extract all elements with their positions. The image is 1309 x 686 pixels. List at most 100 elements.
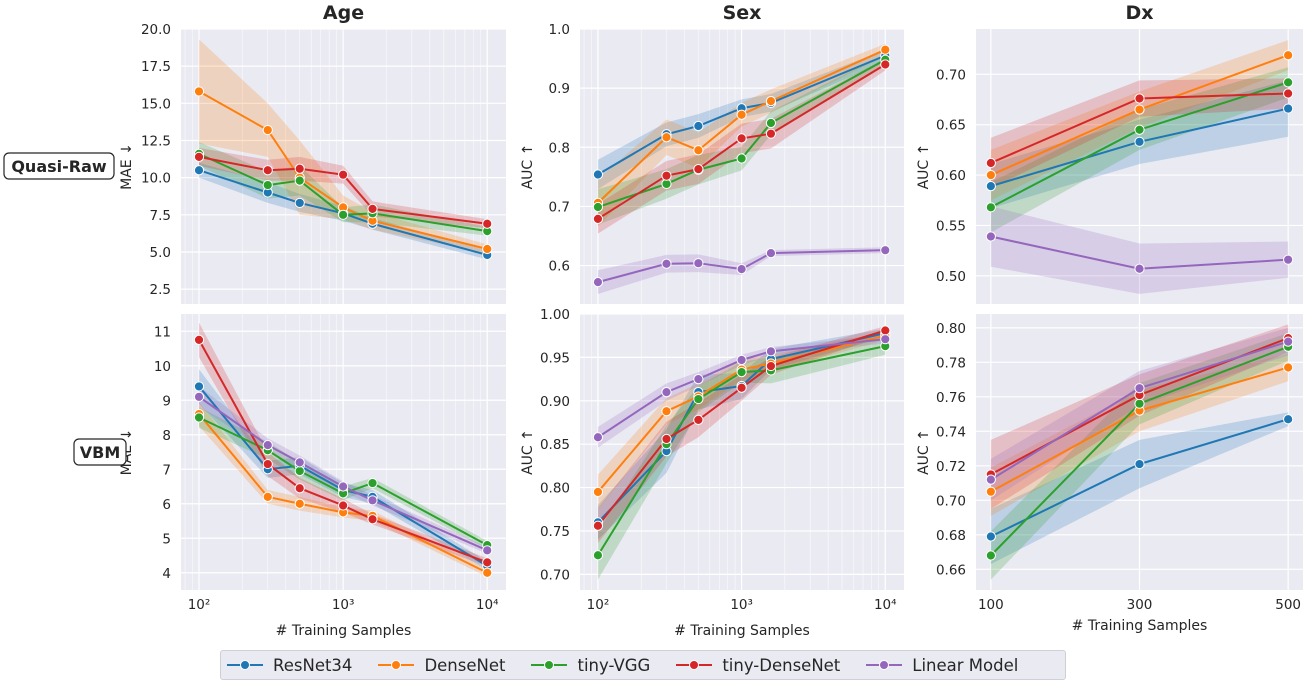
- y-tick-label: 0.66: [936, 562, 966, 578]
- panel-vbm-dx: 100 300 500 0.66 0.68 0.70 0.72 0.74 0.76 0.78 0.8…: [916, 314, 1303, 634]
- legend-dot: [544, 660, 555, 670]
- legend-marker-resnet34: [227, 660, 263, 670]
- point-resnet34: [1283, 414, 1294, 425]
- point-linear-model: [592, 277, 604, 288]
- y-tick-label: 0.75: [540, 524, 570, 540]
- point-tiny-densenet: [262, 165, 273, 176]
- panel-quasi-raw-dx: 0.50 0.55 0.60 0.65 0.70 AUC ↑ Dx: [916, 2, 1303, 304]
- y-tick-label: 0.68: [936, 528, 966, 544]
- point-linear-model: [262, 440, 273, 451]
- legend-item-linear-model: Linear Model: [866, 656, 1018, 675]
- y-tick-label: 0.70: [936, 493, 966, 509]
- row-label-text: Quasi-Raw: [11, 157, 107, 176]
- point-resnet34: [294, 197, 305, 209]
- point-tiny-densenet: [736, 382, 747, 393]
- column-title: Sex: [723, 2, 762, 24]
- point-densenet: [592, 486, 604, 498]
- point-densenet: [765, 96, 777, 107]
- line-linear-model: [597, 249, 886, 284]
- point-linear-model: [1134, 263, 1145, 274]
- panel-vbm-sex: 10² 10³ 10⁴ 0.70 0.75 0.80 0.85 0.90 0.95 1.00 AUC…: [520, 307, 904, 639]
- point-resnet34: [693, 120, 704, 132]
- row-label-box: [73, 438, 127, 466]
- line-resnet34: [597, 54, 886, 176]
- point-densenet: [1134, 104, 1145, 115]
- point-tiny-densenet: [193, 151, 205, 162]
- legend: ResNet34 DenseNet tiny-VGG tiny-DenseNet…: [220, 650, 1066, 680]
- band-tiny-densenet: [597, 58, 886, 234]
- y-tick-label: 0.65: [936, 118, 966, 134]
- line-tiny-vgg: [597, 345, 886, 556]
- point-tiny-vgg: [985, 550, 996, 561]
- y-axis-label: AUC ↑: [916, 429, 932, 475]
- point-tiny-vgg: [193, 412, 205, 423]
- line-resnet34: [198, 169, 488, 256]
- point-linear-model: [765, 248, 777, 259]
- legend-dot: [879, 660, 890, 670]
- line-densenet: [597, 48, 886, 204]
- point-linear-model: [765, 346, 777, 357]
- legend-item-resnet34: ResNet34: [227, 656, 352, 675]
- point-tiny-densenet: [592, 213, 604, 224]
- point-linear-model: [1283, 254, 1294, 265]
- y-tick-label: 0.78: [936, 355, 966, 371]
- point-densenet: [985, 486, 996, 497]
- point-linear-model: [985, 474, 996, 485]
- y-tick-label: 0.74: [936, 424, 966, 440]
- point-linear-model: [482, 545, 493, 556]
- point-tiny-vgg: [367, 477, 378, 489]
- point-densenet: [880, 44, 891, 55]
- y-tick-label: 15.0: [141, 96, 171, 112]
- point-tiny-densenet: [765, 360, 777, 372]
- point-tiny-densenet: [262, 458, 273, 470]
- column-title: Age: [323, 2, 364, 24]
- point-tiny-vgg: [1134, 398, 1145, 409]
- legend-dot: [240, 660, 250, 670]
- line-tiny-densenet: [597, 329, 886, 527]
- y-axis-label: AUC ↑: [916, 144, 932, 190]
- y-tick-label: 11: [154, 324, 171, 340]
- point-resnet34: [1134, 458, 1145, 470]
- legend-item-densenet: DenseNet: [378, 656, 505, 675]
- point-linear-model: [1283, 336, 1294, 347]
- row-label-box: [3, 152, 115, 180]
- point-tiny-densenet: [985, 157, 996, 169]
- y-tick-label: 8: [162, 428, 171, 444]
- point-linear-model: [880, 245, 891, 256]
- y-axis-label: MAE ↓: [119, 143, 135, 190]
- point-tiny-densenet: [661, 170, 672, 181]
- point-densenet: [661, 132, 672, 143]
- point-tiny-vgg: [765, 117, 777, 129]
- x-tick-label: 10³: [730, 597, 753, 613]
- x-axis-label: # Training Samples: [276, 623, 412, 639]
- legend-marker-tiny-densenet: [676, 660, 713, 670]
- band-tiny-vgg: [597, 337, 886, 580]
- point-linear-model: [693, 373, 704, 385]
- point-linear-model: [193, 391, 205, 402]
- point-tiny-densenet: [693, 164, 704, 175]
- point-tiny-densenet: [367, 203, 378, 214]
- y-tick-label: 0.9: [549, 81, 570, 97]
- legend-marker-linear-model: [866, 660, 903, 670]
- y-tick-label: 10.0: [141, 171, 171, 187]
- point-linear-model: [661, 387, 672, 398]
- point-tiny-densenet: [693, 414, 704, 425]
- line-linear-model: [198, 395, 488, 552]
- point-linear-model: [338, 481, 349, 492]
- point-tiny-vgg: [338, 209, 349, 220]
- x-axis-label: # Training Samples: [674, 623, 810, 639]
- point-densenet: [1283, 362, 1294, 373]
- point-tiny-vgg: [693, 393, 704, 405]
- point-resnet34: [193, 381, 205, 392]
- line-densenet: [597, 334, 886, 493]
- line-tiny-vgg: [198, 152, 488, 233]
- point-tiny-vgg: [294, 465, 305, 477]
- point-linear-model: [661, 258, 672, 269]
- point-densenet: [294, 498, 305, 509]
- y-tick-label: 7: [162, 462, 171, 478]
- legend-label: ResNet34: [273, 655, 353, 675]
- y-tick-label: 12.5: [141, 133, 171, 149]
- point-densenet: [985, 169, 996, 181]
- y-tick-label: 0.76: [936, 390, 966, 406]
